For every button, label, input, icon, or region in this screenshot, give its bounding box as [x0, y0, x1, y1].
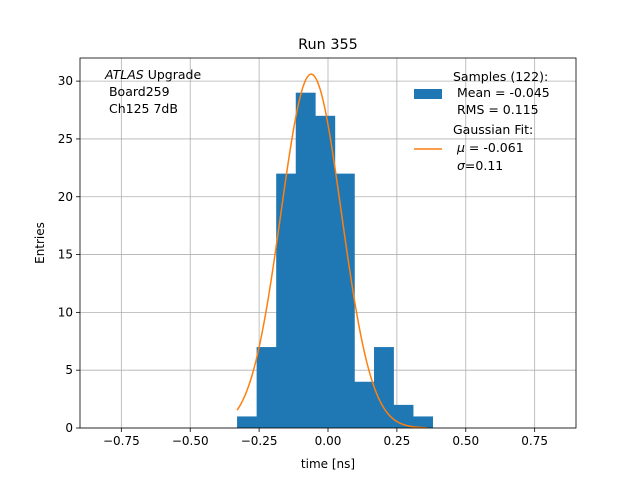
gaussian-fit-curve [236, 73, 428, 429]
legend-fit-title: Gaussian Fit: [453, 122, 533, 137]
histogram-bar-9 [413, 416, 434, 428]
legend-histogram-patch [414, 89, 442, 99]
legend-sigma-symbol: σ [457, 158, 466, 173]
legend-samples-title: Samples (122): [453, 69, 548, 84]
legend-fit-sigma: σ=0.11 [453, 158, 503, 173]
histogram-bar-4 [315, 115, 336, 428]
y-axis-label: Entries [33, 222, 47, 264]
x-axis-ticks: −0.75 −0.50 −0.25 0.00 0.25 0.50 0.75 [103, 428, 548, 448]
annotation-board: Board259 [105, 84, 170, 99]
legend-mean: Mean = -0.045 [453, 85, 550, 100]
legend-mu-symbol: μ [456, 140, 465, 155]
y-tick-label-2: 10 [58, 305, 73, 319]
histogram-bar-3 [295, 92, 316, 428]
y-axis-ticks: 0 5 10 15 20 25 30 [58, 74, 80, 435]
y-tick-label-3: 15 [58, 248, 73, 262]
y-tick-label-0: 0 [65, 421, 73, 435]
chart-title: Run 355 [298, 37, 358, 53]
x-tick-label-1: −0.50 [172, 434, 209, 448]
y-tick-label-4: 20 [58, 190, 73, 204]
annotation-atlas: ATLAS [104, 67, 144, 82]
histogram-bar-2 [276, 173, 297, 428]
y-tick-label-1: 5 [65, 363, 73, 377]
atlas-annotation: ATLAS Upgrade Board259 Ch125 7dB [104, 67, 201, 116]
histogram-bar-0 [237, 416, 257, 428]
legend-rms: RMS = 0.115 [453, 102, 539, 117]
x-tick-label-0: −0.75 [103, 434, 140, 448]
histogram-bars [237, 92, 434, 428]
histogram-bar-6 [354, 381, 375, 428]
x-tick-label-4: 0.25 [384, 434, 411, 448]
x-tick-label-5: 0.50 [452, 434, 479, 448]
x-tick-label-6: 0.75 [521, 434, 548, 448]
legend-mu-value: = -0.061 [465, 140, 524, 155]
legend-fit-mu: μ = -0.061 [453, 140, 524, 155]
svg-text:ATLAS Upgrade: ATLAS Upgrade [104, 67, 201, 82]
legend: Samples (122): Mean = -0.045 RMS = 0.115… [414, 69, 550, 173]
legend-sigma-value: =0.11 [465, 158, 503, 173]
x-tick-label-2: −0.25 [241, 434, 278, 448]
annotation-upgrade: Upgrade [144, 67, 202, 82]
x-axis-label: time [ns] [301, 457, 355, 471]
histogram-bar-7 [374, 347, 394, 428]
y-tick-label-5: 25 [58, 132, 73, 146]
gaussian-fit-path [236, 73, 428, 429]
x-tick-label-3: 0.00 [315, 434, 342, 448]
annotation-channel: Ch125 7dB [105, 101, 178, 116]
histogram-bar-1 [256, 347, 277, 428]
y-tick-label-6: 30 [58, 74, 73, 88]
histogram-bar-5 [334, 173, 355, 428]
